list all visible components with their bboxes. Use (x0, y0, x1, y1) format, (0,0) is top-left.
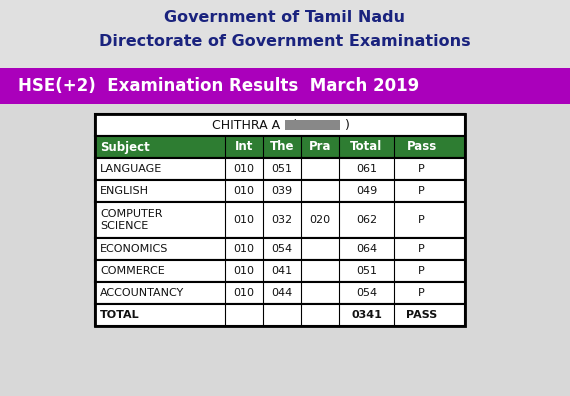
Text: Subject: Subject (100, 141, 150, 154)
FancyBboxPatch shape (0, 68, 570, 104)
FancyBboxPatch shape (285, 120, 340, 130)
Text: P: P (418, 266, 425, 276)
Text: TOTAL: TOTAL (100, 310, 140, 320)
Text: 010: 010 (234, 288, 254, 298)
Text: P: P (418, 186, 425, 196)
Text: HSE(+2)  Examination Results  March 2019: HSE(+2) Examination Results March 2019 (18, 77, 420, 95)
Text: P: P (418, 215, 425, 225)
Text: 044: 044 (271, 288, 292, 298)
Text: ACCOUNTANCY: ACCOUNTANCY (100, 288, 184, 298)
FancyBboxPatch shape (95, 304, 465, 326)
Text: Pra: Pra (309, 141, 331, 154)
FancyBboxPatch shape (95, 260, 465, 282)
Text: 010: 010 (234, 186, 254, 196)
Text: 032: 032 (271, 215, 292, 225)
Text: 051: 051 (271, 164, 292, 174)
Text: 010: 010 (234, 164, 254, 174)
Text: The: The (270, 141, 294, 154)
Text: PASS: PASS (406, 310, 437, 320)
Text: COMPUTER
SCIENCE: COMPUTER SCIENCE (100, 209, 162, 231)
FancyBboxPatch shape (95, 282, 465, 304)
Text: 054: 054 (356, 288, 377, 298)
Text: 064: 064 (356, 244, 377, 254)
Text: CHITHRA A   (: CHITHRA A ( (213, 118, 298, 131)
Text: Directorate of Government Examinations: Directorate of Government Examinations (99, 34, 471, 50)
Text: ENGLISH: ENGLISH (100, 186, 149, 196)
Text: Total: Total (351, 141, 382, 154)
Text: LANGUAGE: LANGUAGE (100, 164, 162, 174)
FancyBboxPatch shape (95, 238, 465, 260)
FancyBboxPatch shape (95, 202, 465, 238)
Text: 041: 041 (271, 266, 292, 276)
Text: 010: 010 (234, 244, 254, 254)
FancyBboxPatch shape (95, 114, 465, 136)
Text: P: P (418, 288, 425, 298)
Text: 061: 061 (356, 164, 377, 174)
Text: Int: Int (235, 141, 253, 154)
FancyBboxPatch shape (95, 136, 465, 158)
Text: ECONOMICS: ECONOMICS (100, 244, 168, 254)
FancyBboxPatch shape (95, 158, 465, 180)
Text: 010: 010 (234, 266, 254, 276)
Text: 062: 062 (356, 215, 377, 225)
Text: 010: 010 (234, 215, 254, 225)
Text: P: P (418, 164, 425, 174)
FancyBboxPatch shape (95, 180, 465, 202)
Text: Pass: Pass (406, 141, 437, 154)
Text: COMMERCE: COMMERCE (100, 266, 165, 276)
Text: Government of Tamil Nadu: Government of Tamil Nadu (165, 11, 405, 25)
Text: 039: 039 (271, 186, 292, 196)
FancyBboxPatch shape (0, 0, 570, 68)
Text: 0341: 0341 (351, 310, 382, 320)
Text: 051: 051 (356, 266, 377, 276)
Text: P: P (418, 244, 425, 254)
Text: 054: 054 (271, 244, 292, 254)
Text: 020: 020 (310, 215, 331, 225)
Text: ): ) (345, 118, 350, 131)
Text: 049: 049 (356, 186, 377, 196)
